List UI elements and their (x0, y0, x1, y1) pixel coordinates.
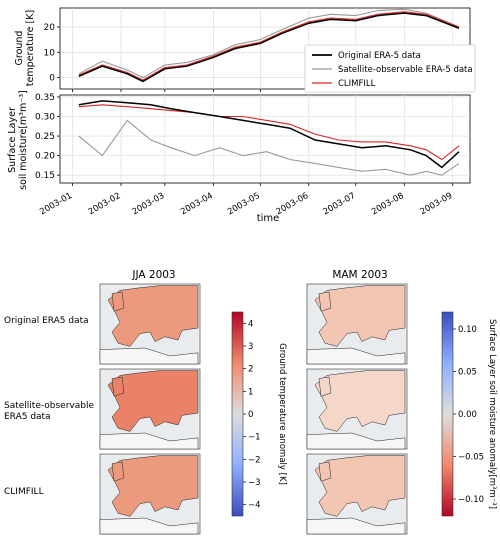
xtick-label: 2003-03 (131, 191, 167, 217)
britain-landmass (111, 461, 125, 482)
series-line (78, 8, 460, 79)
ytick-label: 0.20 (35, 152, 55, 162)
britain-landmass (318, 291, 332, 312)
jja-title: JJA 2003 (131, 269, 175, 281)
map-panel (99, 368, 201, 450)
xtick-label: 2003-07 (322, 191, 358, 217)
series-line (78, 119, 460, 176)
britain-landmass (111, 291, 125, 312)
map-panel (306, 453, 408, 535)
colorbar-tick-label: −3 (248, 478, 261, 488)
africa-landmass (306, 347, 406, 365)
xtick-label: 2003-09 (419, 191, 455, 217)
europe-landmass (314, 455, 406, 517)
time-xlabel: time (257, 213, 280, 224)
colorbar-tick-label: −0.05 (458, 453, 484, 463)
xtick-label: 2003-08 (370, 191, 406, 217)
colorbar-tick-label: 2 (248, 365, 253, 375)
map-panel (306, 283, 408, 365)
xtick-label: 2003-04 (179, 191, 215, 217)
row-label-satellite-line2: ERA5 data (4, 412, 51, 422)
europe-landmass (107, 285, 199, 347)
maps-group (99, 283, 408, 535)
legend: Original ERA-5 data Satellite-observable… (304, 44, 476, 93)
legend-label-satellite: Satellite-observable ERA-5 data (338, 65, 473, 75)
ytick-label: 0.30 (35, 113, 55, 123)
series-line (78, 100, 460, 169)
xtick-label: 2003-06 (275, 191, 311, 217)
europe-landmass (107, 455, 199, 517)
series-line (78, 104, 460, 161)
colorbar-ramp (441, 311, 454, 517)
ytick-label: 20 (44, 23, 56, 33)
colorbar-tick-label: 0.05 (458, 368, 477, 378)
legend-label-climfill: CLIMFILL (338, 79, 376, 89)
map-panel (306, 368, 408, 450)
colorbar-tick-label: 1 (248, 387, 253, 397)
africa-landmass (306, 517, 406, 535)
ytick-label: 0 (49, 74, 55, 84)
soil-ylabel-line1: Surface Layer (7, 107, 18, 173)
colorbar-tick-label: 4 (248, 319, 253, 329)
colorbar-tick-label: 0.10 (458, 325, 477, 335)
temperature-ylabel-line1: Ground (14, 31, 25, 66)
legend-label-original: Original ERA-5 data (338, 51, 421, 61)
colorbar-tick-label: −2 (248, 455, 261, 465)
africa-landmass (99, 347, 199, 365)
soil-moisture-axes: 0.15 0.20 0.25 0.30 0.35 2003-01 2003-02 2003-0… (35, 93, 471, 217)
row-label-satellite-line1: Satellite-observable (4, 401, 94, 411)
europe-landmass (314, 285, 406, 347)
series-line (78, 12, 460, 83)
colorbar-tick-label: −4 (248, 501, 261, 511)
map-panel (99, 453, 201, 535)
colorbar-label: Ground temperature anomaly [K] (277, 343, 287, 485)
britain-landmass (111, 376, 125, 397)
ytick-label: 0.25 (35, 132, 55, 142)
row-label-climfill: CLIMFILL (4, 487, 44, 497)
ytick-label: 10 (44, 48, 56, 58)
ytick-label: 0.35 (35, 93, 55, 103)
soil-colorbar: 0.10 0.05 0.00 −0.05 −0.10 Surface Layer soil… (441, 311, 497, 517)
colorbar-tick-label: 0.00 (458, 410, 477, 420)
colorbar-tick-label: 3 (248, 342, 253, 352)
soil-ylabel-line2: soil moisture[m³m⁻³] (18, 90, 29, 190)
colorbars-group: −4 −3 −2 −1 0 1 2 3 4 Ground temperature anomaly … (231, 311, 497, 517)
africa-landmass (306, 432, 406, 450)
temperature-ylabel-line2: temperature [K] (25, 10, 36, 86)
colorbar-tick-label: −1 (248, 433, 261, 443)
map-panel (99, 283, 201, 365)
series-line (78, 11, 460, 81)
xtick-label: 2003-01 (38, 191, 74, 217)
colorbar-label: Surface Layer soil moisture anomaly[m³m⁻… (487, 319, 497, 509)
colorbar-tick-label: −0.10 (458, 495, 484, 505)
mam-title: MAM 2003 (332, 269, 387, 281)
xtick-label: 2003-02 (87, 191, 123, 217)
britain-landmass (318, 461, 332, 482)
europe-landmass (314, 370, 406, 432)
temperature-colorbar: −4 −3 −2 −1 0 1 2 3 4 Ground temperature anomaly … (231, 311, 287, 517)
africa-landmass (99, 517, 199, 535)
africa-landmass (99, 432, 199, 450)
britain-landmass (318, 376, 332, 397)
europe-landmass (107, 370, 199, 432)
colorbar-tick-label: 0 (248, 410, 253, 420)
row-label-original: Original ERA5 data (4, 316, 89, 326)
ytick-label: 0.15 (35, 171, 55, 181)
plot-frame (59, 94, 471, 184)
colorbar-ramp (231, 311, 244, 517)
